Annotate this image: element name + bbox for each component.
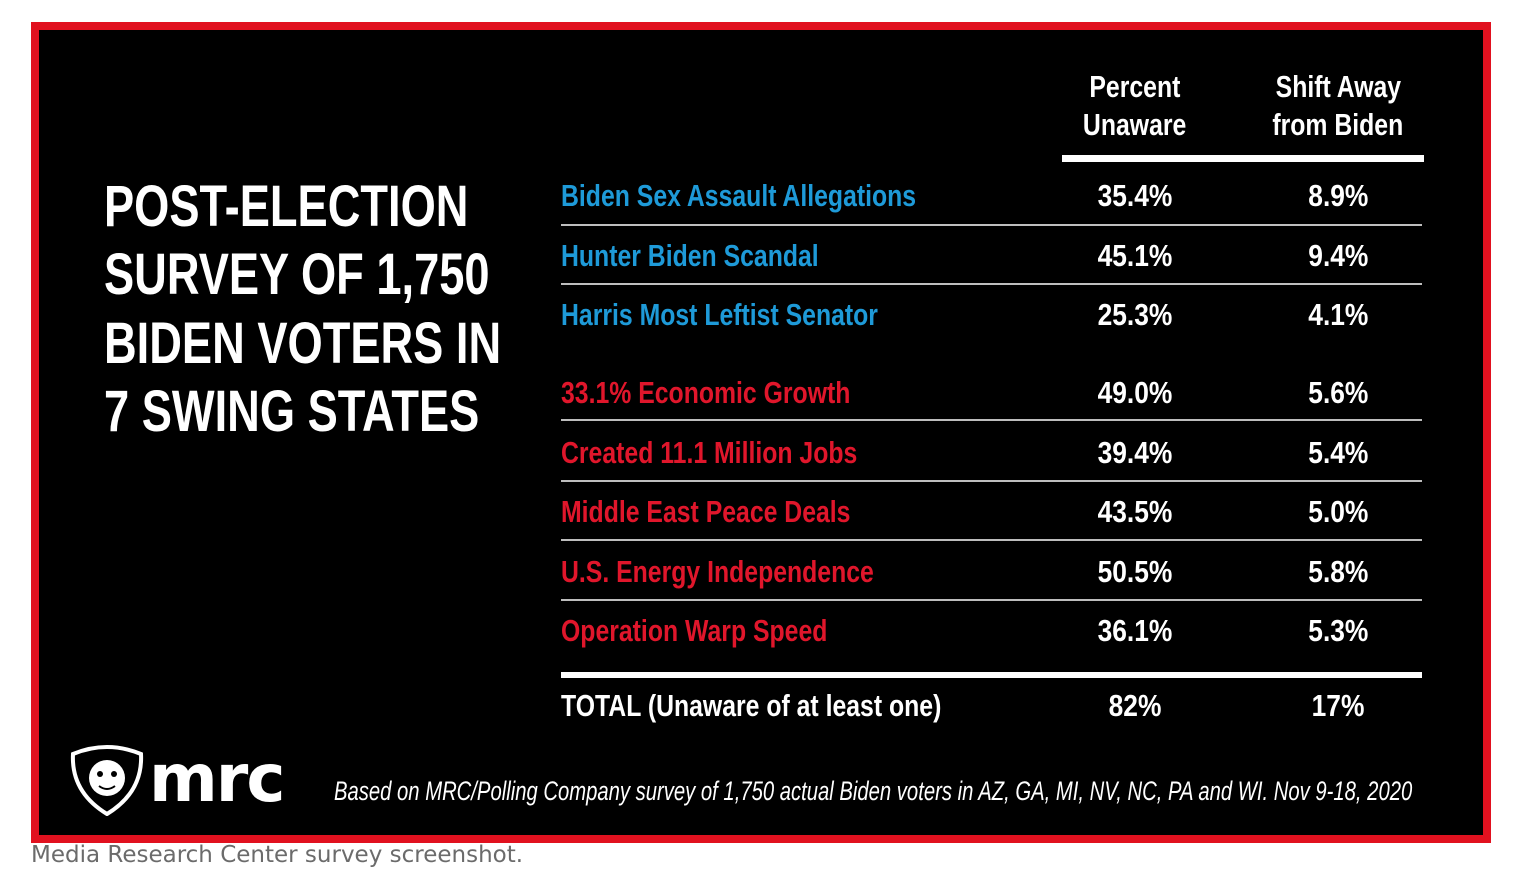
- title-line: SURVEY OF 1,750: [104, 242, 490, 307]
- total-unaware: 82%: [1108, 688, 1162, 723]
- table-cell-shift: 5.0%: [1307, 494, 1369, 529]
- infographic-image: POST-ELECTION SURVEY OF 1,750 BIDEN VOTE…: [31, 22, 1491, 843]
- row-divider: [561, 283, 1422, 285]
- table-cell-unaware: 25.3%: [1097, 297, 1173, 332]
- table-cell-unaware: 39.4%: [1097, 435, 1173, 470]
- mrc-bulldog-logo-icon: [69, 744, 145, 817]
- row-divider: [561, 599, 1422, 601]
- mrc-logo-text: mrc: [149, 740, 285, 817]
- table-cell-unaware: 43.5%: [1097, 494, 1173, 529]
- table-cell-unaware: 45.1%: [1097, 238, 1173, 273]
- table-cell-unaware: 35.4%: [1097, 178, 1173, 213]
- table-row-label: Created 11.1 Million Jobs: [561, 435, 858, 470]
- table-cell-shift: 5.6%: [1307, 375, 1369, 410]
- title-line: 7 SWING STATES: [104, 379, 480, 444]
- table-row-label: Hunter Biden Scandal: [561, 238, 819, 273]
- table-cell-unaware: 36.1%: [1097, 613, 1173, 648]
- table-cell-unaware: 49.0%: [1097, 375, 1173, 410]
- column-header-percent-unaware: Percent Unaware: [1083, 69, 1187, 142]
- row-divider: [561, 539, 1422, 541]
- title-line: POST-ELECTION: [104, 174, 469, 239]
- row-divider: [561, 419, 1422, 421]
- table-row-label: Biden Sex Assault Allegations: [561, 178, 917, 213]
- row-divider: [561, 224, 1422, 226]
- total-rule: [561, 672, 1422, 678]
- table-cell-unaware: 50.5%: [1097, 554, 1173, 589]
- total-shift: 17%: [1311, 688, 1365, 723]
- column-header-shift-away: Shift Away from Biden: [1272, 69, 1404, 142]
- table-cell-shift: 9.4%: [1307, 238, 1369, 273]
- table-row-label: Operation Warp Speed: [561, 613, 828, 648]
- table-cell-shift: 8.9%: [1307, 178, 1369, 213]
- table-row-label: 33.1% Economic Growth: [561, 375, 851, 410]
- image-caption: Media Research Center survey screenshot.: [31, 842, 524, 868]
- table-row-label: Harris Most Leftist Senator: [561, 297, 878, 332]
- table-row-label: Middle East Peace Deals: [561, 494, 851, 529]
- title-line: BIDEN VOTERS IN: [104, 311, 502, 376]
- total-label: TOTAL (Unaware of at least one): [561, 688, 942, 723]
- table-cell-shift: 4.1%: [1307, 297, 1369, 332]
- row-divider: [561, 480, 1422, 482]
- footnote: Based on MRC/Polling Company survey of 1…: [334, 776, 1413, 806]
- header-underline: [1062, 155, 1424, 162]
- table-cell-shift: 5.3%: [1307, 613, 1369, 648]
- table-row-label: U.S. Energy Independence: [561, 554, 874, 589]
- table-cell-shift: 5.8%: [1307, 554, 1369, 589]
- table-cell-shift: 5.4%: [1307, 435, 1369, 470]
